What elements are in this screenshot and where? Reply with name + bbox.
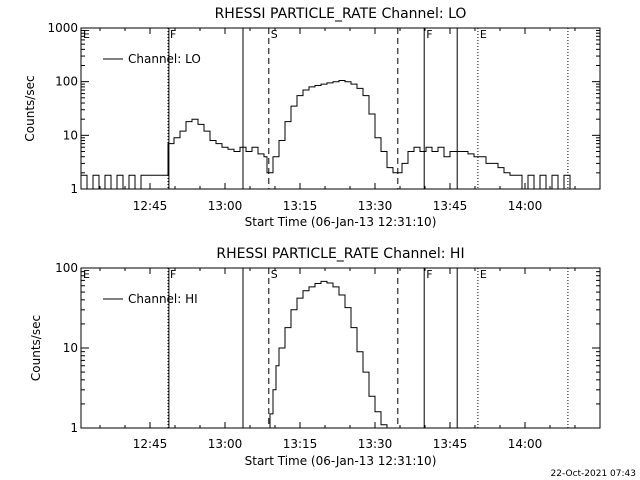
chart-title: RHESSI PARTICLE_RATE Channel: HI (216, 246, 464, 262)
x-tick-label: 12:45 (133, 437, 168, 451)
plot-frame (80, 27, 601, 190)
legend-label: Channel: LO (128, 52, 201, 66)
marker-label: E (83, 28, 90, 41)
x-tick-label: 13:30 (358, 199, 393, 213)
chart-title: RHESSI PARTICLE_RATE Channel: LO (215, 6, 467, 22)
marker-label: E (480, 268, 487, 281)
y-tick-label: 1000 (47, 21, 78, 35)
x-tick-label: 13:30 (358, 437, 393, 451)
x-tick-label: 13:15 (283, 199, 318, 213)
footer-timestamp: 22-Oct-2021 07:43 (551, 469, 636, 479)
marker-label: F (426, 28, 432, 41)
x-tick-label: 14:00 (508, 437, 543, 451)
y-tick-label: 100 (55, 261, 78, 275)
y-tick-label: 1 (70, 182, 78, 196)
marker-label: F (426, 268, 432, 281)
marker-label: S (271, 268, 278, 281)
x-axis-label: Start Time (06-Jan-13 12:31:10) (245, 215, 437, 229)
marker-label: E (480, 28, 487, 41)
lo-channel-panel: RHESSI PARTICLE_RATE Channel: LO 12:45 13:… (23, 6, 601, 229)
y-axis-label: Counts/sec (29, 315, 43, 381)
marker-label: F (170, 28, 176, 41)
x-axis-label: Start Time (06-Jan-13 12:31:10) (245, 454, 437, 468)
hi-channel-panel: RHESSI PARTICLE_RATE Channel: HI 12:45 13:… (29, 246, 601, 468)
x-tick-label: 13:00 (208, 437, 243, 451)
x-tick-label: 13:45 (433, 199, 468, 213)
x-tick-label: 13:15 (283, 437, 318, 451)
marker-label: E (83, 268, 90, 281)
y-tick-label: 10 (63, 128, 78, 142)
y-tick-label: 100 (55, 75, 78, 89)
y-axis-label: Counts/sec (23, 75, 37, 141)
x-tick-label: 13:00 (208, 199, 243, 213)
x-tick-label: 12:45 (133, 199, 168, 213)
y-tick-label: 1 (70, 421, 78, 435)
x-tick-label: 13:45 (433, 437, 468, 451)
series-line (267, 280, 388, 429)
series-line (81, 80, 600, 190)
x-tick-label: 14:00 (508, 199, 543, 213)
marker-label: S (271, 28, 278, 41)
marker-label: F (170, 268, 176, 281)
y-tick-label: 10 (63, 341, 78, 355)
legend-label: Channel: HI (128, 292, 198, 306)
